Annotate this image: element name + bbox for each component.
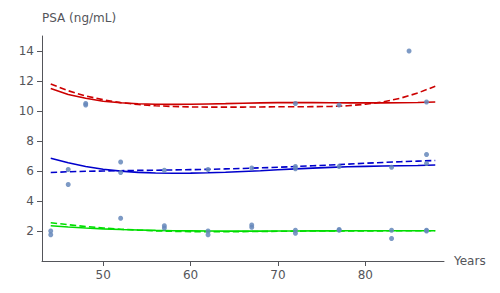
svg-text:14: 14 [19,44,34,58]
svg-text:6: 6 [26,164,34,178]
svg-text:10: 10 [19,104,34,118]
svg-text:70: 70 [270,268,285,282]
svg-text:2: 2 [26,224,34,238]
svg-text:Years: Years [453,254,486,268]
svg-text:PSA (ng/mL): PSA (ng/mL) [42,11,116,25]
svg-text:4: 4 [26,194,34,208]
svg-text:50: 50 [96,268,111,282]
svg-text:80: 80 [358,268,373,282]
svg-text:60: 60 [183,268,198,282]
svg-text:12: 12 [19,74,34,88]
svg-text:8: 8 [26,134,34,148]
